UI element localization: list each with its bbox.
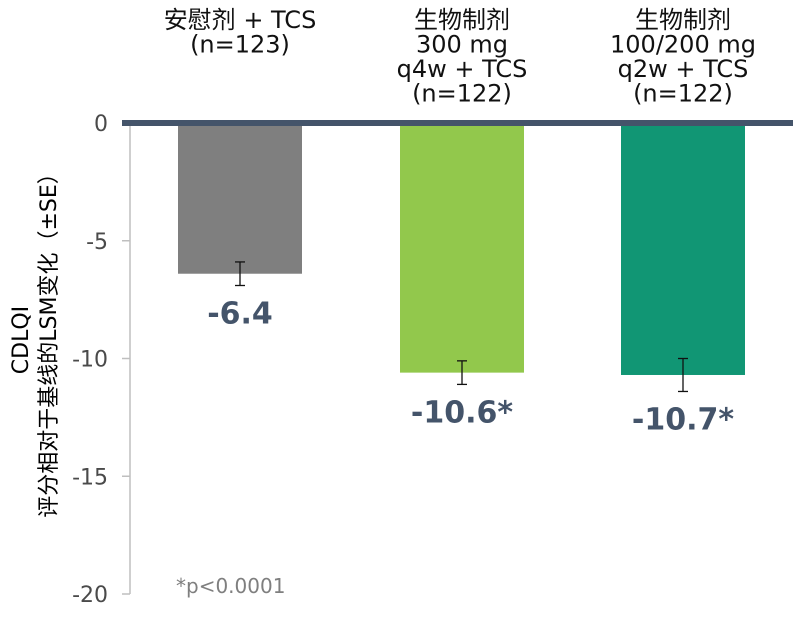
bar (400, 123, 524, 373)
y-axis-label-line: CDLQI (9, 306, 34, 374)
bar (178, 123, 302, 274)
category-label: 生物制剂 (414, 6, 510, 34)
footnote: *p<0.0001 (176, 574, 285, 598)
y-axis: 0 -5 -10 -15 -20 (72, 112, 131, 608)
category-label: 生物制剂 (635, 6, 731, 34)
y-axis-label-line: 评分相对于基线的LSM变化（±SE） (37, 162, 62, 518)
y-tick-label: 0 (94, 112, 108, 137)
value-labels: -6.4 -10.6* -10.7* (207, 296, 734, 437)
category-label: 300 mg (416, 31, 508, 59)
y-axis-label: CDLQI 评分相对于基线的LSM变化（±SE） (9, 162, 62, 518)
bar (621, 123, 745, 375)
y-tick-label: -20 (72, 583, 108, 608)
y-tick-label: -5 (86, 230, 108, 255)
y-tick-label: -10 (72, 348, 108, 373)
bars (178, 123, 745, 393)
value-label: -10.6* (411, 395, 513, 430)
category-label: 安慰剂 + TCS (164, 6, 317, 34)
category-label: q4w + TCS (397, 55, 528, 83)
category-label: q2w + TCS (618, 55, 749, 83)
y-tick-label: -15 (72, 465, 108, 490)
category-label: (n=123) (190, 31, 290, 59)
category-label: (n=122) (633, 80, 733, 108)
category-label: 100/200 mg (610, 31, 756, 59)
category-label: (n=122) (412, 80, 512, 108)
value-label: -6.4 (207, 296, 273, 331)
value-label: -10.7* (632, 402, 734, 437)
